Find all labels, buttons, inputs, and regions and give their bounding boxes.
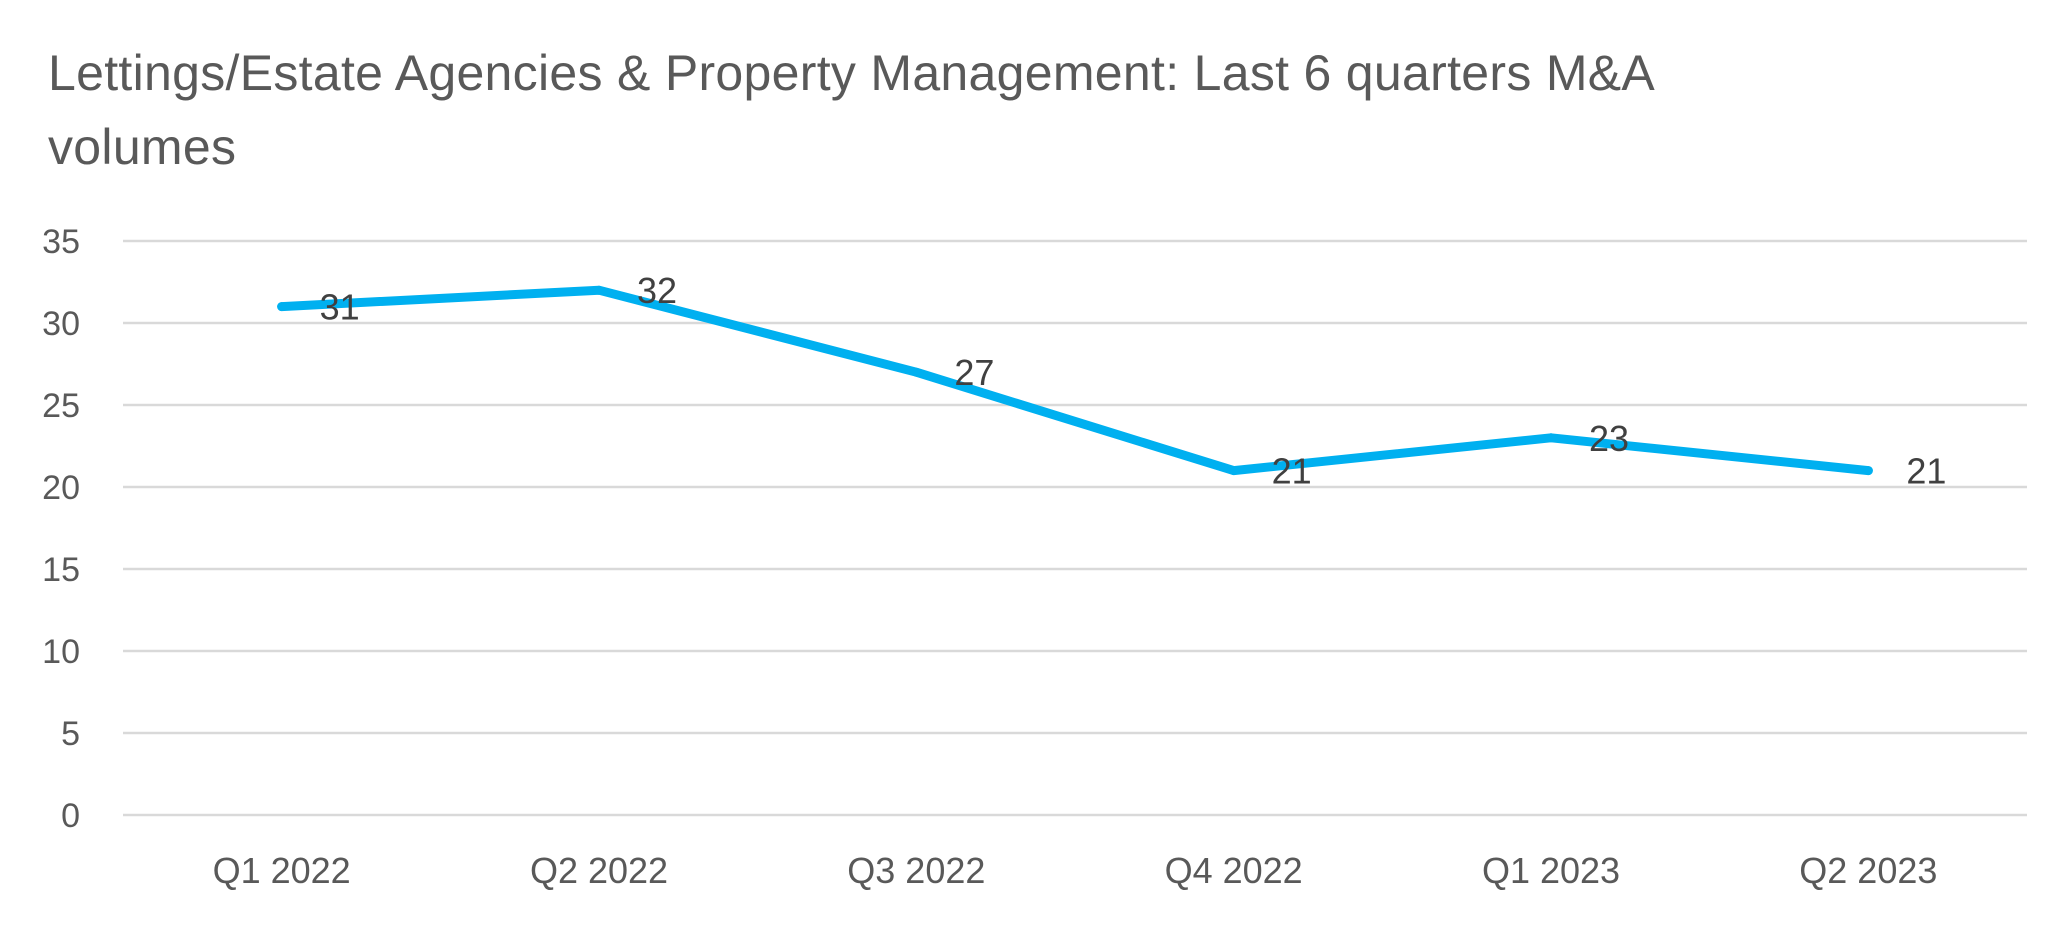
data-label: 23 [1589,418,1629,459]
gridlines [123,239,2027,817]
chart-title: Lettings/Estate Agencies & Property Mana… [48,45,1653,175]
x-tick-label: Q4 2022 [1165,850,1303,891]
data-point [1229,466,1239,476]
y-tick-label: 35 [42,223,80,261]
y-axis-tick-labels: 0 5 10 15 20 25 30 35 [42,223,80,835]
series-line [277,285,1873,476]
data-point [1863,466,1873,476]
data-point [911,367,921,377]
data-label: 31 [320,287,360,328]
data-label: 32 [637,270,677,311]
x-tick-label: Q1 2023 [1482,850,1620,891]
data-point [277,302,287,312]
x-tick-label: Q1 2022 [213,850,351,891]
data-label: 21 [1906,451,1946,492]
data-point [1546,433,1556,443]
y-tick-label: 25 [42,387,80,425]
data-point [594,285,604,295]
x-tick-label: Q3 2022 [847,850,985,891]
x-tick-label: Q2 2022 [530,850,668,891]
y-tick-label: 5 [61,715,80,753]
y-tick-label: 10 [42,633,80,671]
x-tick-label: Q2 2023 [1799,850,1937,891]
data-labels: 31 32 27 21 23 21 [320,270,1947,491]
y-tick-label: 15 [42,551,80,589]
y-tick-label: 0 [61,797,80,835]
x-axis-tick-labels: Q1 2022 Q2 2022 Q3 2022 Q4 2022 Q1 2023 Q2 20… [213,850,1938,891]
data-label: 21 [1272,451,1312,492]
series-layer [277,285,1873,476]
data-label: 27 [954,352,994,393]
y-tick-label: 20 [42,469,80,507]
y-tick-label: 30 [42,305,80,343]
